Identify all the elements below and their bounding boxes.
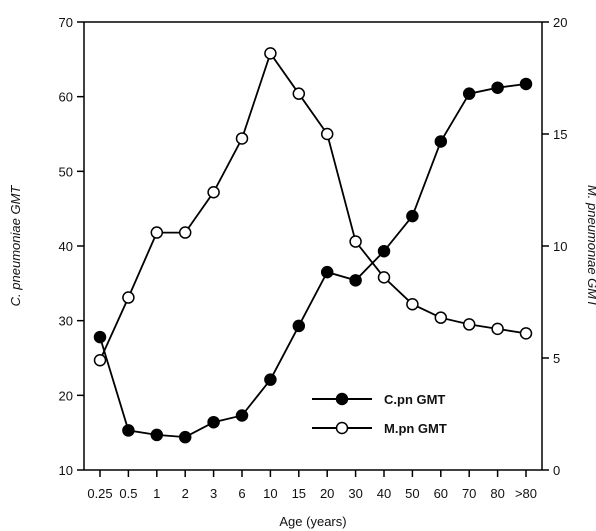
data-point-c-pn-gmt xyxy=(264,373,277,386)
x-tick-label: 2 xyxy=(182,486,189,501)
data-point-m-pn-gmt xyxy=(491,322,504,336)
data-point-c-pn-gmt xyxy=(93,330,107,344)
data-point-c-pn-gmt xyxy=(519,77,533,91)
left-y-axis-ticks: 10 20 30 40 50 60 70 xyxy=(59,15,84,478)
left-y-tick-label: 60 xyxy=(59,90,73,105)
x-tick-label: 60 xyxy=(434,486,448,501)
data-point-m-pn-gmt xyxy=(377,271,391,284)
data-point-m-pn-gmt xyxy=(406,297,419,311)
data-point-c-pn-gmt xyxy=(292,319,306,333)
data-point-m-pn-gmt xyxy=(207,185,220,199)
x-tick-label: 0.5 xyxy=(119,486,137,501)
right-y-tick-label: 10 xyxy=(553,239,567,254)
x-tick-label: 20 xyxy=(320,486,334,501)
right-y-tick-label: 5 xyxy=(553,351,560,366)
right-y-tick-label: 0 xyxy=(553,463,560,478)
x-tick-label: 30 xyxy=(348,486,362,501)
data-point-c-pn-gmt xyxy=(434,135,448,148)
x-axis-title: Age (years) xyxy=(279,514,346,529)
left-y-axis-title: C. pneumoniae GMT xyxy=(8,185,23,307)
legend-marker-mpn xyxy=(335,421,349,435)
data-point-c-pn-gmt xyxy=(377,244,391,258)
legend-label-cpn: C.pn GMT xyxy=(384,392,445,407)
right-y-tick-label: 15 xyxy=(553,127,567,142)
data-point-c-pn-gmt xyxy=(150,428,164,442)
x-tick-label: 3 xyxy=(210,486,217,501)
left-y-tick-label: 50 xyxy=(59,164,73,179)
series-line-m-pn-gmt xyxy=(99,51,527,361)
left-y-tick-label: 70 xyxy=(59,15,73,30)
right-y-axis-title: M. pneumoniae GMT xyxy=(585,185,596,308)
data-point-m-pn-gmt xyxy=(349,235,362,248)
data-point-c-pn-gmt xyxy=(462,87,476,100)
data-point-c-pn-gmt xyxy=(235,409,249,422)
x-tick-label: 6 xyxy=(238,486,245,501)
x-tick-label: 0.25 xyxy=(87,486,112,501)
data-point-m-pn-gmt xyxy=(519,327,533,340)
x-tick-label: >80 xyxy=(515,486,537,501)
left-y-tick-label: 30 xyxy=(59,314,73,329)
x-axis-ticks: 0.25 0.5 1 2 3 6 10 15 20 30 40 50 60 70 80 >80 xyxy=(87,470,537,501)
data-point-m-pn-gmt xyxy=(178,226,192,239)
data-point-c-pn-gmt xyxy=(320,265,334,279)
legend-item-mpn: M.pn GMT xyxy=(312,421,447,436)
legend-marker-cpn xyxy=(335,392,349,406)
x-tick-label: 80 xyxy=(490,486,504,501)
x-tick-label: 40 xyxy=(377,486,391,501)
data-point-m-pn-gmt xyxy=(264,47,277,60)
legend: C.pn GMT M.pn GMT xyxy=(312,392,447,436)
data-point-m-pn-gmt xyxy=(150,226,164,239)
legend-item-cpn: C.pn GMT xyxy=(312,392,445,407)
data-point-m-pn-gmt xyxy=(235,132,249,145)
right-y-tick-label: 20 xyxy=(553,15,567,30)
data-point-m-pn-gmt xyxy=(320,127,334,141)
left-y-tick-label: 10 xyxy=(59,463,73,478)
x-tick-label: 50 xyxy=(405,486,419,501)
data-point-c-pn-gmt xyxy=(178,430,192,444)
right-y-axis-ticks: 0 5 10 15 20 xyxy=(542,15,567,478)
x-tick-label: 70 xyxy=(462,486,476,501)
data-point-m-pn-gmt xyxy=(93,353,107,367)
data-point-c-pn-gmt xyxy=(349,274,362,287)
data-point-c-pn-gmt xyxy=(491,81,504,94)
data-point-c-pn-gmt xyxy=(207,415,220,429)
x-tick-label: 15 xyxy=(292,486,306,501)
x-tick-label: 1 xyxy=(153,486,160,501)
left-y-tick-label: 40 xyxy=(59,239,73,254)
left-y-tick-label: 20 xyxy=(59,388,73,403)
series-line-c-pn-gmt xyxy=(99,83,527,439)
data-point-m-pn-gmt xyxy=(462,318,476,331)
legend-label-mpn: M.pn GMT xyxy=(384,421,447,436)
data-point-c-pn-gmt xyxy=(122,424,135,437)
x-tick-label: 10 xyxy=(263,486,277,501)
data-point-c-pn-gmt xyxy=(406,209,419,223)
series-layer xyxy=(93,47,533,444)
data-point-m-pn-gmt xyxy=(434,311,448,324)
data-point-m-pn-gmt xyxy=(292,87,306,100)
data-point-m-pn-gmt xyxy=(122,291,135,304)
